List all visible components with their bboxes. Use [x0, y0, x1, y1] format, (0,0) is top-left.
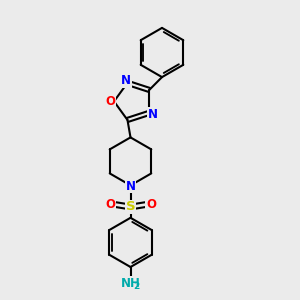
Text: N: N	[125, 179, 136, 193]
Text: 2: 2	[134, 282, 140, 291]
Text: O: O	[105, 95, 116, 108]
Text: NH: NH	[121, 277, 140, 290]
Text: N: N	[148, 108, 158, 121]
Text: N: N	[121, 74, 131, 87]
Text: O: O	[146, 197, 156, 211]
Text: O: O	[105, 197, 115, 211]
Text: S: S	[126, 200, 135, 214]
